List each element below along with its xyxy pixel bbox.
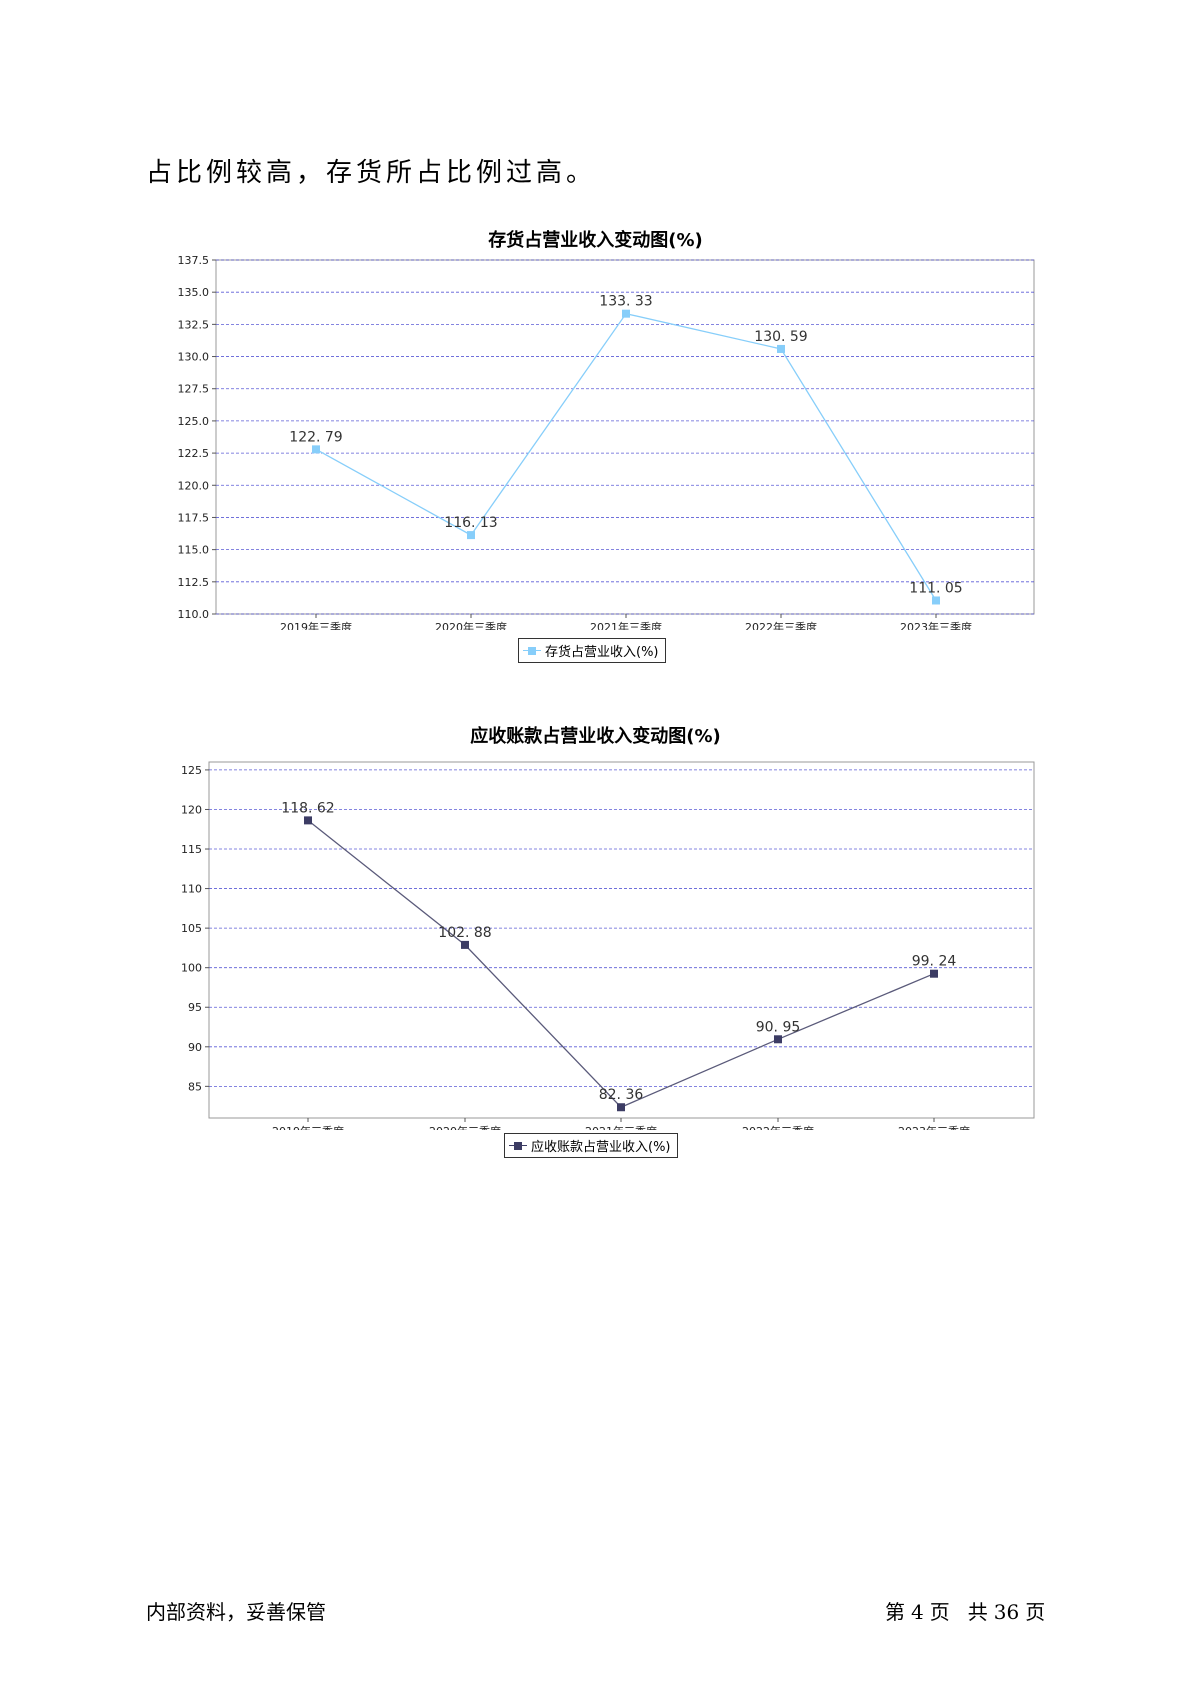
y-tick-label: 132.5 — [178, 318, 210, 331]
page-prefix: 第 — [885, 1600, 905, 1624]
plot-area — [208, 761, 1035, 1119]
total-pages: 36 — [993, 1600, 1020, 1624]
data-label: 122. 79 — [289, 429, 342, 445]
x-tick-label: 2022年三季度 — [745, 620, 817, 630]
footer-confidential-note: 内部资料，妥善保管 — [146, 1600, 326, 1624]
page-unit: 页 — [929, 1600, 950, 1624]
data-point — [774, 1035, 782, 1044]
y-tick-label: 122.5 — [178, 447, 210, 460]
y-tick-label: 105 — [181, 922, 202, 935]
chart-legend: 应收账款占营业收入(%) — [504, 1133, 678, 1158]
legend-marker-icon — [523, 646, 541, 656]
data-point — [622, 309, 630, 318]
data-label: 102. 88 — [438, 925, 491, 941]
intro-text: 占比例较高，存货所占比例过高。 — [146, 158, 597, 188]
y-tick-label: 110.0 — [178, 608, 210, 621]
y-tick-label: 117.5 — [178, 511, 210, 524]
y-tick-label: 120 — [181, 803, 202, 816]
x-tick-label: 2019年三季度 — [272, 1124, 344, 1130]
x-tick-label: 2022年三季度 — [742, 1124, 814, 1130]
legend-label: 应收账款占营业收入(%) — [531, 1140, 671, 1155]
page-number: 4 — [911, 1600, 924, 1624]
data-label: 99. 24 — [912, 954, 957, 970]
y-tick-label: 110 — [181, 883, 202, 896]
x-tick-label: 2021年三季度 — [585, 1124, 657, 1130]
x-tick-label: 2020年三季度 — [435, 620, 507, 630]
data-point — [932, 596, 940, 605]
y-tick-label: 125 — [181, 764, 202, 777]
y-tick-label: 112.5 — [178, 576, 210, 589]
data-point — [777, 344, 785, 353]
data-label: 130. 59 — [754, 329, 807, 345]
legend-label: 存货占营业收入(%) — [545, 645, 659, 660]
data-point — [304, 816, 312, 825]
y-tick-label: 90 — [188, 1041, 202, 1054]
footer-page-info: 第 4 页共 36 页 — [885, 1596, 1051, 1625]
data-label: 116. 13 — [444, 515, 497, 531]
data-label: 133. 33 — [599, 294, 652, 310]
chart-legend: 存货占营业收入(%) — [518, 638, 666, 663]
x-tick-label: 2023年三季度 — [898, 1124, 970, 1130]
x-tick-label: 2020年三季度 — [429, 1124, 501, 1130]
y-tick-label: 85 — [188, 1080, 202, 1093]
data-label: 90. 95 — [756, 1019, 801, 1035]
data-label: 118. 62 — [281, 800, 334, 816]
y-tick-label: 95 — [188, 1001, 202, 1014]
plot-area — [215, 259, 1035, 615]
data-label: 82. 36 — [599, 1087, 644, 1103]
data-point — [467, 531, 475, 540]
data-point — [930, 969, 938, 978]
y-tick-label: 115 — [181, 843, 202, 856]
total-unit: 页 — [1025, 1600, 1046, 1624]
y-tick-label: 100 — [181, 962, 202, 975]
x-tick-label: 2019年三季度 — [280, 620, 352, 630]
data-label: 111. 05 — [909, 580, 962, 596]
data-point — [461, 940, 469, 949]
data-point — [617, 1103, 625, 1112]
y-tick-label: 120.0 — [178, 479, 210, 492]
inventory-line-chart: 110.0 112.5 115.0 117.5 120.0 122.5 125.0 127.5… — [178, 254, 1035, 630]
chart-title: 应收账款占营业收入变动图(%) — [470, 726, 721, 747]
legend-marker-icon — [509, 1141, 527, 1151]
y-tick-label: 115.0 — [178, 544, 210, 557]
y-tick-label: 137.5 — [178, 254, 210, 267]
y-tick-label: 127.5 — [178, 383, 210, 396]
y-tick-label: 135.0 — [178, 286, 210, 299]
chart-title: 存货占营业收入变动图(%) — [488, 230, 703, 251]
data-point — [312, 445, 320, 454]
total-prefix: 共 — [967, 1600, 988, 1624]
y-tick-label: 125.0 — [178, 415, 210, 428]
x-tick-label: 2023年三季度 — [900, 620, 972, 630]
x-tick-label: 2021年三季度 — [590, 620, 662, 630]
y-tick-label: 130.0 — [178, 351, 210, 364]
receivables-line-chart: 85 90 95 100 105 110 115 120 125 2019年三季度 2020年三季度… — [181, 761, 1035, 1130]
